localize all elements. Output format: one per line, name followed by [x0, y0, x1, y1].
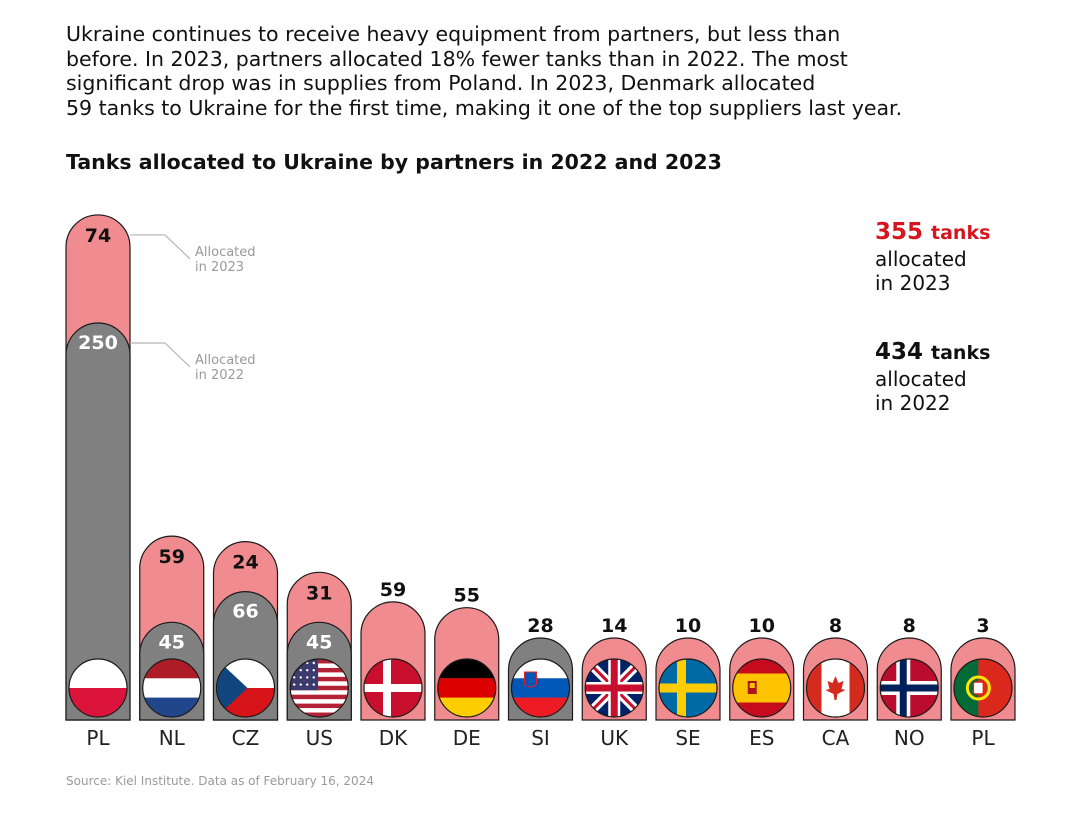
source-note: Source: Kiel Institute. Data as of Febru…: [66, 774, 374, 788]
x-tick-label: SI: [531, 726, 550, 750]
total-2023: 355 tanks: [875, 218, 990, 247]
value-label-2023: 8: [829, 615, 842, 637]
denmark-flag: [363, 658, 423, 718]
value-label-2023: 24: [232, 552, 258, 574]
x-tick-label: CA: [822, 726, 850, 750]
annotation-line1: Allocated: [195, 353, 256, 368]
bar-group-dk: 59 DK: [360, 579, 426, 750]
summary-2022-line2: in 2022: [875, 391, 951, 415]
bar-group-uk: 14 UK: [581, 615, 647, 750]
norway-flag: [879, 658, 939, 718]
bar-group-de: 55 DE: [434, 585, 500, 750]
value-label-2023: 10: [749, 615, 775, 637]
value-label-2023: 59: [159, 546, 185, 568]
bar-group-si: 28 SI: [507, 615, 574, 750]
x-tick-label: ES: [749, 726, 774, 750]
usa-flag: [289, 658, 349, 718]
sweden-flag: [658, 658, 718, 718]
x-tick-label: DE: [453, 726, 481, 750]
uk-flag: [584, 658, 644, 718]
x-tick-label: UK: [600, 726, 629, 750]
value-label-2023: 31: [306, 582, 332, 604]
bar-group-ca: 8 CA: [802, 615, 869, 750]
value-label-2023: 8: [903, 615, 916, 637]
summary-2022-line1: allocated: [875, 367, 967, 391]
portugal-flag: [953, 658, 1013, 718]
value-label-2023: 55: [454, 585, 480, 607]
total-2023-number: 355: [875, 219, 924, 245]
x-tick-label: SE: [675, 726, 700, 750]
germany-flag: [437, 658, 497, 718]
value-label-2022: 250: [78, 332, 118, 354]
x-tick-label: NO: [894, 726, 925, 750]
x-tick-label: DK: [379, 726, 408, 750]
value-label-2022: 66: [232, 601, 258, 623]
intro-line: Ukraine continues to receive heavy equip…: [66, 22, 841, 46]
annotation-line1: Allocated: [195, 245, 256, 260]
value-label-2023: 10: [675, 615, 701, 637]
bar-group-pl: 74 250 PL: [65, 214, 131, 750]
intro-line: 59 tanks to Ukraine for the first time, …: [66, 95, 903, 120]
bar-group-nl: 59 45 NL: [139, 535, 205, 750]
summary-2023-line2: in 2023: [875, 271, 951, 295]
bar-2022: [65, 322, 131, 721]
chart-title: Tanks allocated to Ukraine by partners i…: [66, 150, 722, 174]
netherlands-flag: [142, 658, 202, 718]
total-2022: 434 tanks: [875, 338, 990, 367]
canada-flag: [805, 658, 866, 718]
annotation-line2: in 2022: [195, 368, 244, 383]
value-label-2023: 14: [601, 615, 627, 637]
x-tick-label: PL: [971, 726, 995, 750]
value-label-2023: 74: [85, 225, 111, 247]
spain-flag: [732, 658, 792, 718]
czech-flag: [215, 658, 276, 718]
bar-group-pl: 3 PL: [950, 615, 1016, 750]
annotation-line2: in 2023: [195, 260, 244, 275]
value-label-2023: 59: [380, 579, 406, 601]
poland-flag: [68, 658, 128, 718]
value-label-2022: 45: [159, 631, 185, 653]
bar-group-us: 31 45 US: [286, 571, 352, 750]
summary-2023: 355 tanks allocated in 2023: [875, 218, 990, 295]
intro-line: significant drop was in supplies from Po…: [66, 71, 816, 95]
x-tick-label: NL: [159, 726, 186, 750]
slovenia-flag: [510, 658, 571, 718]
total-2022-unit: tanks: [931, 342, 991, 364]
value-label-2022: 45: [306, 631, 332, 653]
bar-group-se: 10 SE: [655, 615, 721, 750]
leader-line: [130, 342, 191, 368]
x-tick-label: CZ: [232, 726, 260, 750]
total-2022-number: 434: [875, 339, 924, 365]
value-label-2023: 3: [976, 615, 989, 637]
bar-group-cz: 24 66 CZ: [212, 541, 279, 750]
x-tick-label: US: [306, 726, 333, 750]
summary-2023-line1: allocated: [875, 247, 967, 271]
leader-line: [130, 234, 191, 260]
total-2023-unit: tanks: [931, 222, 991, 244]
value-label-2022: 28: [527, 615, 553, 637]
intro-text: Ukraine continues to receive heavy equip…: [66, 22, 1026, 120]
x-tick-label: PL: [86, 726, 110, 750]
intro-line: before. In 2023, partners allocated 18% …: [66, 46, 848, 71]
bar-group-es: 10 ES: [729, 615, 795, 750]
summary-2022: 434 tanks allocated in 2022: [875, 338, 990, 415]
bar-group-no: 8 NO: [876, 615, 942, 750]
